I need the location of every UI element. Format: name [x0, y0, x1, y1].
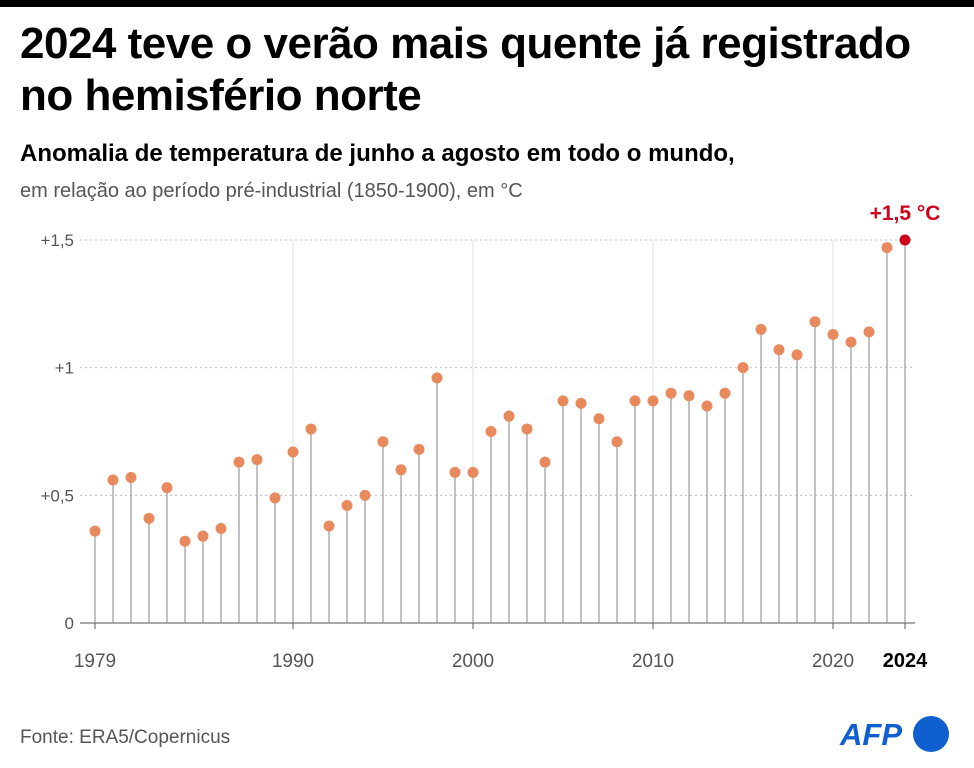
y-tick-label: +1	[55, 359, 74, 378]
data-point	[107, 474, 119, 486]
x-tick-label: 2000	[452, 651, 494, 672]
data-point	[737, 362, 749, 374]
data-point	[503, 410, 515, 422]
x-tick-label: 2010	[632, 651, 674, 672]
data-point	[521, 423, 533, 435]
x-tick-label: 1990	[272, 651, 314, 672]
data-point	[143, 512, 155, 524]
data-point	[341, 500, 353, 512]
data-point	[539, 456, 551, 468]
data-point	[395, 464, 407, 476]
data-point	[701, 400, 713, 412]
data-point	[629, 395, 641, 407]
data-point	[557, 395, 569, 407]
data-point	[575, 397, 587, 409]
source-note: Fonte: ERA5/Copernicus	[20, 727, 231, 748]
data-point	[431, 372, 443, 384]
data-point	[359, 489, 371, 501]
data-point	[161, 482, 173, 494]
chart-title: 2024 teve o verão mais quente já registr…	[20, 19, 911, 120]
data-point	[683, 390, 695, 402]
data-point	[449, 466, 461, 478]
data-point	[287, 446, 299, 458]
data-point	[251, 454, 263, 466]
data-point	[647, 395, 659, 407]
data-point	[791, 349, 803, 361]
afp-logo-text: AFP	[839, 717, 902, 752]
highlight-label: +1,5 °C	[870, 202, 941, 225]
data-point	[89, 525, 101, 537]
top-bar	[0, 0, 974, 7]
chart-subtitle: Anomalia de temperatura de junho a agost…	[20, 140, 735, 167]
data-point	[467, 466, 479, 478]
data-point	[215, 523, 227, 535]
data-point	[125, 471, 137, 483]
data-point	[773, 344, 785, 356]
y-tick-label: +1,5	[40, 231, 74, 250]
data-point	[413, 443, 425, 455]
data-point	[809, 316, 821, 328]
data-point	[755, 323, 767, 335]
data-point	[665, 387, 677, 399]
chart-subtitle-detail: em relação ao período pré-industrial (18…	[20, 180, 523, 202]
afp-logo-globe-icon	[913, 716, 949, 752]
data-point	[845, 336, 857, 348]
data-point	[881, 242, 893, 254]
data-point	[827, 328, 839, 340]
data-point	[269, 492, 281, 504]
afp-logo: AFP	[839, 716, 949, 752]
lollipop-chart: 0 +0,5 +1 +1,5 1979 1990 2000 2010 2020 2024 +1,5 …	[40, 202, 941, 672]
data-point	[179, 535, 191, 547]
data-point	[593, 413, 605, 425]
x-tick-label: 2020	[812, 651, 854, 672]
y-tick-label: 0	[65, 614, 74, 633]
data-point	[197, 530, 209, 542]
x-tick-label: 2024	[883, 650, 928, 672]
x-tick-label: 1979	[74, 651, 116, 672]
data-point	[719, 387, 731, 399]
data-point	[899, 234, 911, 246]
data-point	[485, 426, 497, 437]
data-point	[323, 520, 335, 532]
data-point	[377, 436, 389, 448]
data-point	[305, 423, 317, 435]
data-point	[611, 436, 623, 448]
data-point	[863, 326, 875, 338]
data-point	[233, 456, 245, 468]
y-tick-label: +0,5	[40, 486, 74, 505]
